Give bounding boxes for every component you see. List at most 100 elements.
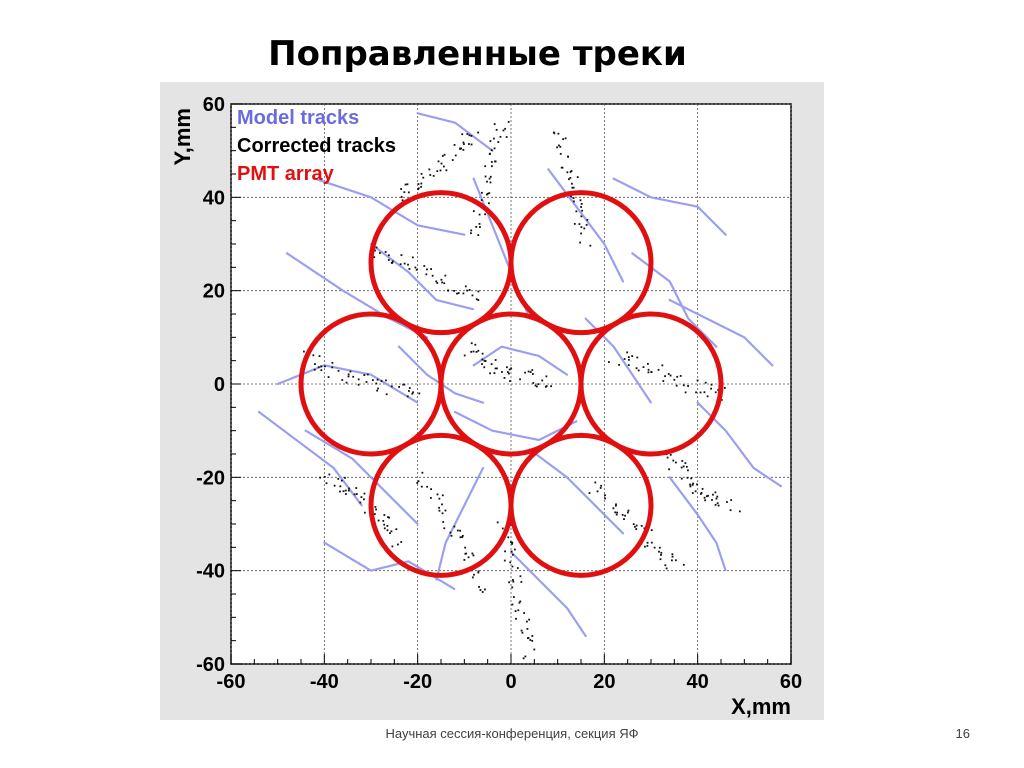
- corrected-track-point: [429, 174, 432, 176]
- corrected-track-point: [562, 138, 565, 141]
- corrected-track-point: [359, 501, 362, 504]
- corrected-track-point: [387, 259, 390, 261]
- corrected-track-point: [470, 134, 473, 137]
- slide-title: Поправленные треки: [268, 34, 687, 74]
- corrected-track-point: [691, 492, 694, 494]
- corrected-track-point: [462, 292, 465, 295]
- model-track: [472, 345, 569, 376]
- corrected-track-point: [386, 524, 389, 527]
- corrected-track-point: [604, 497, 607, 500]
- model-track: [304, 429, 419, 526]
- corrected-track-point: [441, 155, 444, 157]
- corrected-track-point: [599, 487, 602, 489]
- corrected-track-point: [483, 366, 486, 369]
- corrected-track-point: [415, 268, 418, 271]
- corrected-track-point: [421, 471, 424, 474]
- corrected-track-point: [634, 525, 636, 528]
- corrected-track-point: [360, 496, 363, 499]
- corrected-track-point: [478, 213, 481, 216]
- corrected-track-point: [531, 373, 534, 375]
- corrected-track-point: [529, 371, 532, 373]
- corrected-track-point: [488, 202, 490, 205]
- corrected-track-point: [373, 256, 376, 259]
- corrected-track-point: [345, 381, 348, 384]
- corrected-track-point: [695, 391, 697, 394]
- corrected-track-point: [588, 492, 591, 494]
- corrected-track-point: [484, 165, 487, 168]
- corrected-track-point: [352, 375, 355, 378]
- corrected-track-point: [468, 134, 471, 137]
- corrected-track-point: [520, 629, 523, 632]
- corrected-track-point: [325, 482, 328, 485]
- corrected-track-point: [571, 186, 574, 189]
- corrected-track-point: [607, 361, 610, 363]
- corrected-track-point: [420, 182, 423, 185]
- corrected-track-point: [470, 342, 473, 345]
- corrected-track-point: [531, 639, 534, 642]
- corrected-track-point: [404, 183, 407, 186]
- corrected-track-point: [339, 485, 342, 488]
- corrected-track-point: [494, 367, 497, 370]
- corrected-track-point: [489, 175, 492, 178]
- corrected-track-point: [673, 378, 676, 381]
- corrected-track-point: [312, 354, 315, 357]
- corrected-track-point: [614, 511, 617, 514]
- corrected-track-point: [704, 499, 707, 502]
- corrected-track-point: [480, 191, 483, 194]
- corrected-track-point: [468, 143, 470, 145]
- corrected-track-point: [531, 369, 534, 371]
- track-scatter-chart: -60 -40 -20 0 20 40 60 -60 -40 -20 0 20 40 60 Model t…: [170, 94, 802, 719]
- corrected-track-point: [545, 375, 548, 378]
- corrected-track-point: [440, 162, 443, 165]
- corrected-track-point: [417, 188, 419, 191]
- corrected-track-point: [658, 550, 660, 553]
- corrected-track-point: [420, 172, 423, 175]
- corrected-track-point: [340, 479, 343, 482]
- corrected-track-point: [660, 553, 662, 556]
- corrected-track-point: [580, 226, 583, 228]
- corrected-track-point: [463, 143, 465, 145]
- corrected-track-point: [568, 178, 570, 181]
- corrected-track-point: [537, 383, 540, 386]
- corrected-track-point: [490, 161, 493, 163]
- corrected-track-point: [522, 657, 525, 660]
- model-track: [668, 298, 774, 367]
- corrected-track-point: [464, 285, 467, 288]
- corrected-track-point: [442, 521, 445, 523]
- x-tick-label: 20: [593, 671, 615, 693]
- corrected-track-point: [670, 559, 673, 562]
- corrected-track-point: [717, 504, 720, 507]
- corrected-track-point: [541, 379, 544, 382]
- corrected-track-point: [453, 525, 456, 528]
- corrected-track-point: [400, 541, 403, 543]
- corrected-track-point: [680, 466, 683, 469]
- corrected-track-point: [566, 171, 569, 174]
- corrected-track-point: [453, 289, 455, 292]
- corrected-track-point: [383, 514, 386, 516]
- corrected-track-point: [559, 145, 562, 148]
- corrected-track-point: [533, 648, 536, 651]
- corrected-track-point: [411, 392, 414, 395]
- corrected-track-point: [503, 559, 506, 562]
- corrected-track: [319, 473, 403, 548]
- corrected-track-point: [443, 527, 446, 530]
- corrected-track-point: [646, 544, 649, 547]
- corrected-track-point: [387, 254, 390, 257]
- corrected-track-point: [528, 618, 530, 621]
- corrected-track-point: [589, 244, 592, 247]
- corrected-track-point: [430, 497, 432, 499]
- corrected-track-point: [552, 131, 555, 134]
- corrected-track-point: [373, 513, 376, 515]
- corrected-track-point: [349, 370, 352, 373]
- corrected-track-point: [431, 274, 434, 277]
- corrected-track-point: [407, 263, 409, 266]
- corrected-track-point: [442, 165, 445, 168]
- corrected-track-point: [520, 581, 523, 583]
- y-axis-label: Y,mm: [170, 108, 195, 165]
- corrected-track-point: [486, 193, 488, 196]
- corrected-track-point: [627, 364, 630, 366]
- corrected-track-point: [660, 551, 663, 554]
- corrected-track-point: [681, 460, 684, 462]
- corrected-track-point: [425, 273, 428, 276]
- corrected-track-point: [319, 476, 322, 479]
